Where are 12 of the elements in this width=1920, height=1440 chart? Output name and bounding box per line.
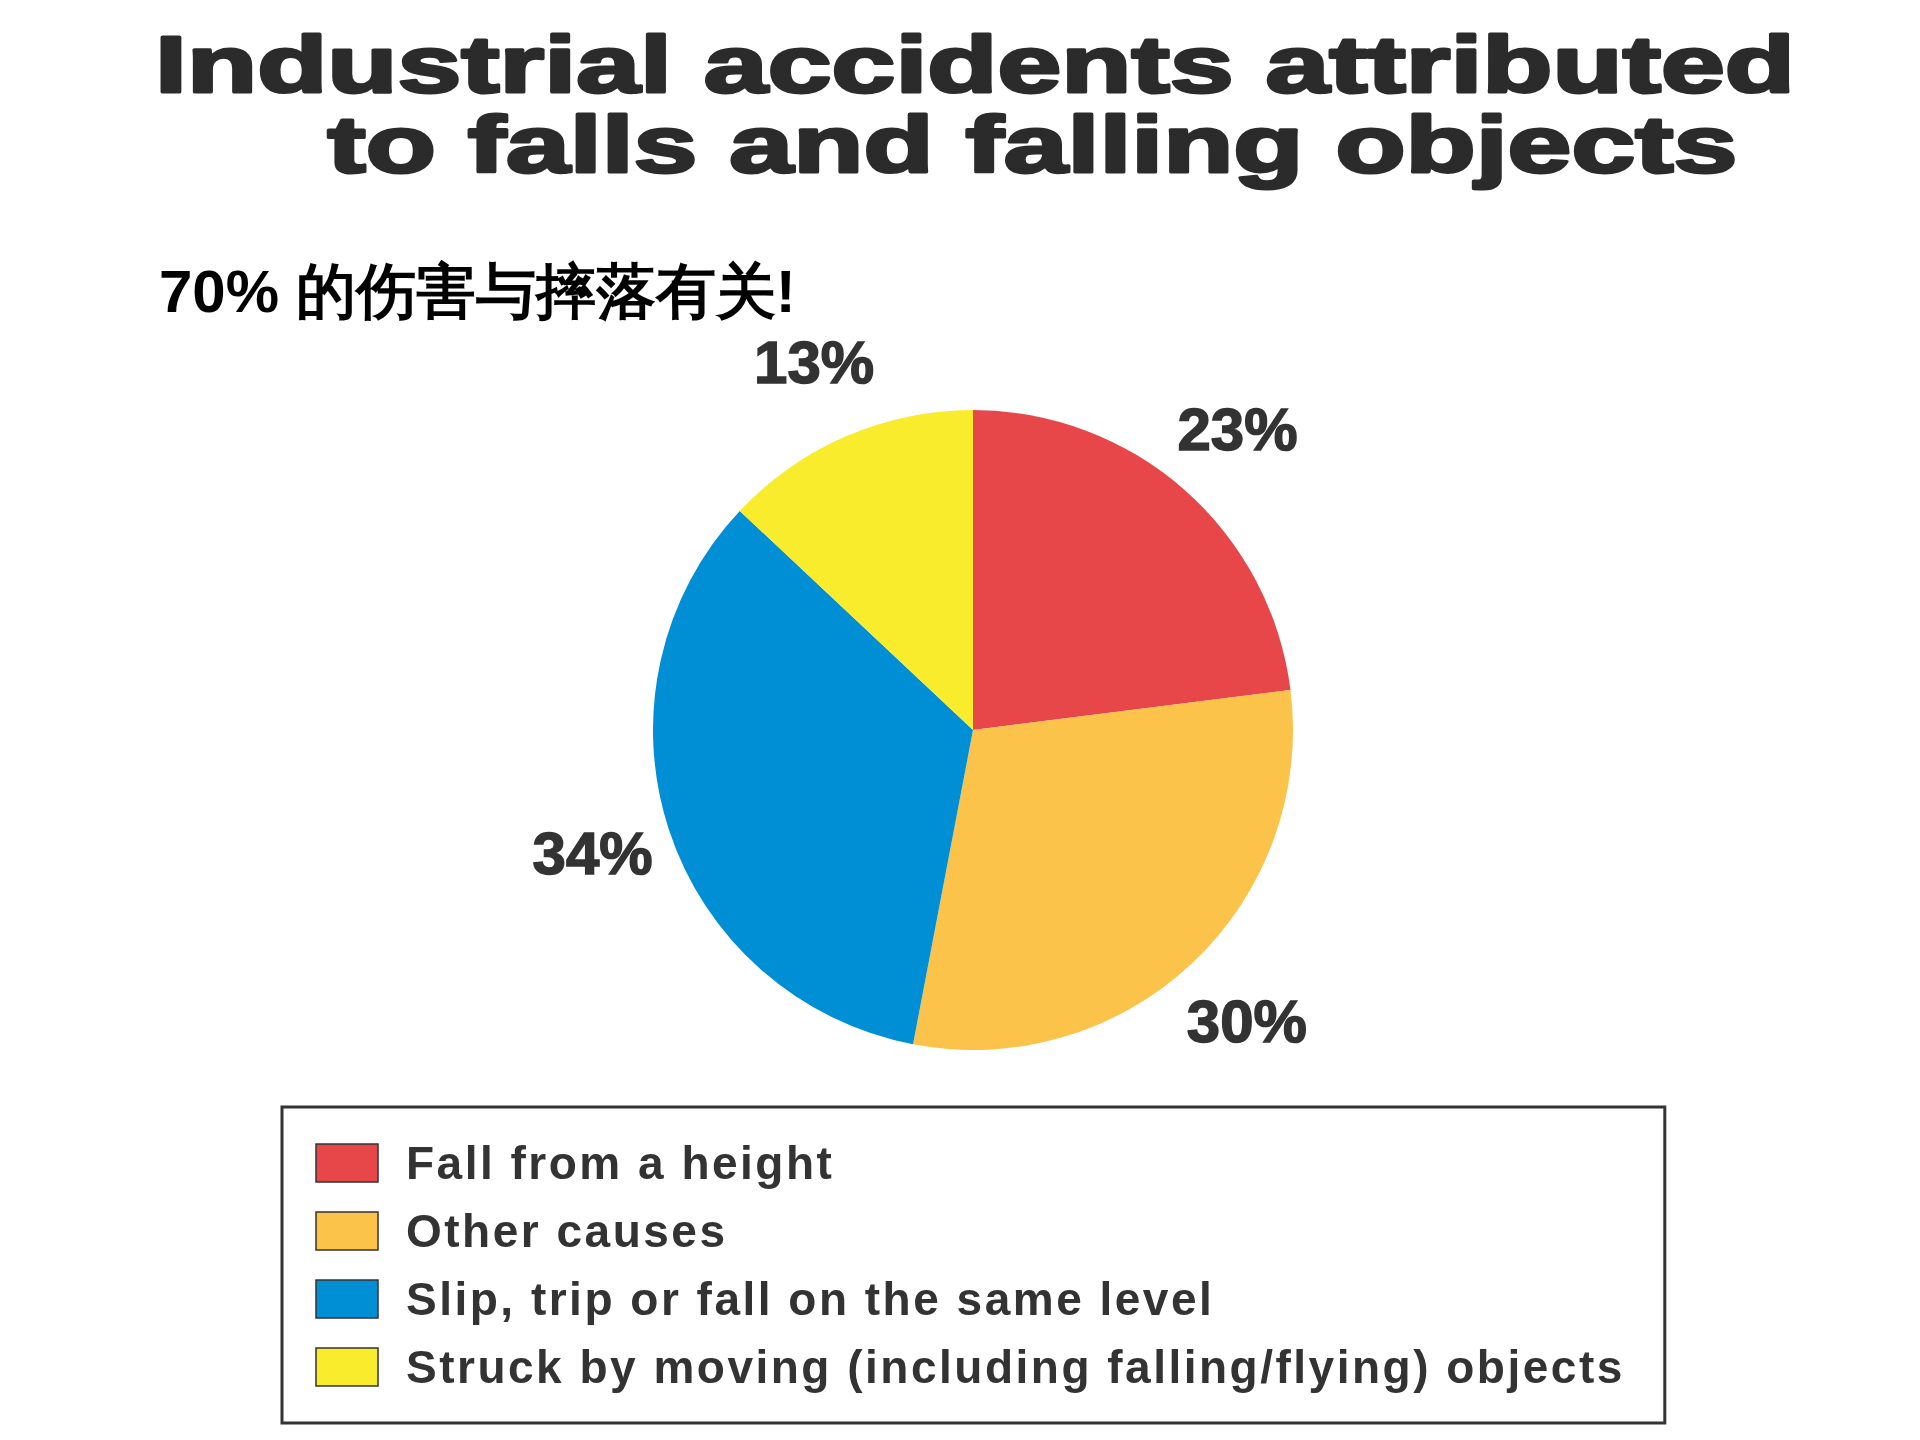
legend-label: Slip, trip or fall on the same level (406, 1273, 1215, 1325)
legend-label: Struck by moving (including falling/flying) objects (406, 1341, 1625, 1393)
pie-slice (739, 410, 973, 730)
data-label: 30% (1186, 988, 1307, 1056)
chart-title: Industrial accidents attributed to falls and falling objects (155, 19, 1795, 189)
pie-slice (653, 510, 973, 1045)
data-label: 23% (1177, 396, 1298, 464)
data-label: 34% (532, 820, 653, 888)
data-label: 13% (754, 329, 875, 397)
legend-label: Fall from a height (406, 1137, 835, 1189)
chart-subtitle: 70% 的伤害与摔落有关! (159, 258, 796, 325)
legend-label: Other causes (406, 1205, 728, 1257)
